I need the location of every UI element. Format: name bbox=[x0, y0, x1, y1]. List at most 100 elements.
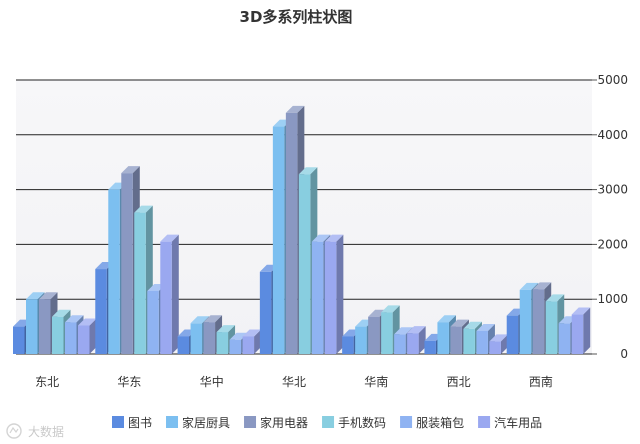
watermark-text: 大数据 bbox=[28, 424, 64, 439]
bar bbox=[324, 234, 344, 354]
bar-front bbox=[177, 336, 190, 354]
bar-top bbox=[532, 282, 552, 290]
bar-front bbox=[437, 322, 449, 354]
bar-top bbox=[394, 327, 413, 335]
bar-front bbox=[121, 173, 133, 354]
bar-front bbox=[242, 336, 255, 354]
bar-front bbox=[160, 241, 172, 354]
bar-top bbox=[78, 318, 97, 326]
bar-side bbox=[254, 329, 262, 354]
bar-front bbox=[311, 241, 324, 354]
legend-label: 汽车用品 bbox=[494, 415, 542, 430]
bar-front bbox=[489, 341, 501, 354]
legend: 图书 家居厨具 家用电器 手机数码 服装箱包 汽车用品 bbox=[112, 415, 542, 430]
y-tick-label: 3000 bbox=[597, 183, 628, 197]
bar-top bbox=[203, 315, 223, 323]
watermark-logo bbox=[6, 423, 22, 439]
x-tick-label: 华东 bbox=[117, 375, 141, 389]
bar-front bbox=[394, 334, 406, 354]
bar-front bbox=[298, 174, 311, 354]
bar-side bbox=[418, 326, 426, 354]
legend-swatch bbox=[478, 416, 491, 428]
bar-front bbox=[65, 322, 77, 354]
x-tick-label: 华中 bbox=[200, 374, 224, 389]
bar-top bbox=[26, 292, 45, 300]
bar-top bbox=[437, 315, 456, 323]
bar-front bbox=[108, 189, 120, 354]
bar-front bbox=[506, 315, 519, 354]
legend-item[interactable]: 汽车用品 bbox=[478, 415, 542, 430]
bar-front bbox=[39, 299, 51, 354]
legend-swatch bbox=[244, 416, 257, 428]
bar-front bbox=[368, 316, 380, 354]
bar-front bbox=[216, 332, 229, 354]
bar-front bbox=[424, 340, 436, 354]
bar-top bbox=[381, 305, 400, 313]
legend-item[interactable]: 家用电器 bbox=[244, 415, 308, 430]
y-tick-label: 5000 bbox=[597, 73, 628, 87]
legend-swatch bbox=[112, 416, 124, 428]
bar-front bbox=[407, 333, 419, 354]
bar-side bbox=[336, 234, 344, 354]
x-tick-label: 东北 bbox=[35, 375, 59, 389]
bar-front bbox=[13, 326, 25, 354]
x-tick-label: 西南 bbox=[529, 374, 553, 389]
bar-front bbox=[229, 339, 242, 354]
bar-front bbox=[272, 126, 285, 354]
bar-front bbox=[355, 326, 367, 354]
bar-top bbox=[52, 309, 71, 317]
bar-front bbox=[95, 269, 107, 354]
bar-top bbox=[489, 334, 508, 342]
bar-top bbox=[160, 234, 179, 242]
y-axis-ticks: 0 1000 2000 3000 4000 5000 bbox=[597, 73, 628, 361]
bar-top bbox=[324, 234, 344, 242]
watermark: 大数据 bbox=[6, 423, 64, 439]
bar bbox=[489, 334, 508, 354]
bar-side bbox=[500, 334, 508, 354]
bar-front bbox=[147, 290, 159, 354]
legend-item[interactable]: 图书 bbox=[112, 416, 152, 430]
bar-front bbox=[558, 323, 571, 354]
bar-front bbox=[26, 299, 38, 354]
bar bbox=[160, 234, 179, 354]
y-tick-label: 2000 bbox=[597, 237, 628, 251]
legend-label: 家用电器 bbox=[260, 415, 308, 430]
bar-front bbox=[78, 325, 90, 354]
legend-item[interactable]: 家居厨具 bbox=[166, 415, 230, 430]
y-tick-label: 4000 bbox=[597, 128, 628, 142]
watermark-logo-mark bbox=[9, 426, 19, 434]
bar-top bbox=[121, 166, 140, 174]
chart-title: 3D多系列柱状图 bbox=[240, 8, 353, 26]
x-tick-label: 华北 bbox=[282, 375, 306, 389]
y-tick-label: 1000 bbox=[597, 292, 628, 306]
legend-label: 图书 bbox=[128, 416, 152, 430]
bar-front bbox=[342, 336, 354, 354]
bar-front bbox=[259, 271, 272, 354]
bar-top bbox=[450, 319, 469, 327]
bar-top bbox=[476, 323, 495, 331]
bar-front bbox=[285, 112, 298, 354]
legend-item[interactable]: 服装箱包 bbox=[400, 415, 464, 430]
bar-front bbox=[52, 316, 64, 354]
bars bbox=[13, 105, 591, 354]
bar-top bbox=[463, 321, 482, 329]
bar-side bbox=[171, 234, 179, 354]
bar-top bbox=[298, 167, 318, 175]
bar-front bbox=[519, 289, 532, 354]
bar-top bbox=[571, 307, 591, 315]
y-tick-label: 0 bbox=[620, 347, 628, 361]
bar-front bbox=[476, 330, 488, 354]
legend-swatch bbox=[166, 416, 179, 428]
bar-top bbox=[242, 329, 262, 337]
legend-label: 服装箱包 bbox=[416, 415, 464, 430]
bar-front bbox=[532, 289, 545, 354]
bar bbox=[242, 329, 262, 354]
bar-front bbox=[571, 314, 584, 354]
bar bbox=[78, 318, 97, 354]
bar bbox=[571, 307, 591, 354]
bar-top bbox=[65, 315, 84, 323]
bar-top bbox=[545, 294, 565, 302]
legend-item[interactable]: 手机数码 bbox=[322, 415, 386, 430]
bar-front bbox=[324, 241, 337, 354]
